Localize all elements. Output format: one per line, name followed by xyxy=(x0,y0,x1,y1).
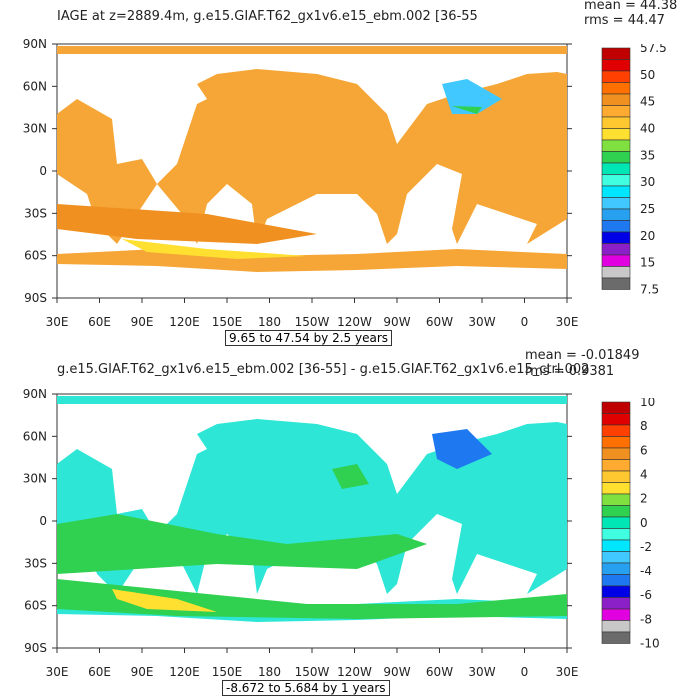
lon-tick-label: 90W xyxy=(383,665,410,679)
colorbar-label: 2 xyxy=(640,492,648,506)
colorbar-label: -8 xyxy=(640,612,652,626)
lat-tick-label: 30N xyxy=(23,122,47,136)
lon-tick-label: 30W xyxy=(468,315,495,329)
lon-tick-label: 120E xyxy=(169,315,200,329)
lon-tick-label: 60E xyxy=(88,665,111,679)
colorbar-swatch xyxy=(601,585,631,598)
colorbar-swatch xyxy=(601,493,631,506)
colorbar-swatch xyxy=(601,516,631,529)
top-map: 90N 60N 30N 0 30S 60S 90S 30E 60E 90E 120E 150E 180 1… xyxy=(23,37,579,329)
colorbar-swatch xyxy=(601,608,631,621)
bottom-rms: rms = 0.9381 xyxy=(525,364,615,379)
colorbar-swatch xyxy=(601,482,631,495)
colorbar-label: 0 xyxy=(640,516,648,530)
colorbar-swatch xyxy=(601,413,631,426)
lat-tick-label: 0 xyxy=(39,514,47,528)
colorbar-swatch xyxy=(601,459,631,472)
lon-tick-label: 0 xyxy=(521,315,529,329)
lon-tick-label: 90W xyxy=(383,315,410,329)
lat-tick-label: 60S xyxy=(24,249,47,263)
bottom-ocean-fill xyxy=(57,396,567,622)
top-ocean-fill xyxy=(57,46,567,272)
colorbar-label: 8 xyxy=(640,419,648,433)
colorbar-swatch xyxy=(601,277,631,290)
top-rms: rms = 44.47 xyxy=(584,13,665,28)
colorbar-label: -2 xyxy=(640,540,652,554)
colorbar-label: -10 xyxy=(640,637,660,651)
colorbar-label: 15 xyxy=(640,256,655,270)
top-title: IAGE at z=2889.4m, g.e15.GIAF.T62_gx1v6.… xyxy=(57,9,478,24)
colorbar-swatch xyxy=(601,597,631,610)
lon-tick-label: 0 xyxy=(521,665,529,679)
lon-tick-label: 120W xyxy=(337,665,372,679)
lat-tick-label: 30S xyxy=(24,206,47,220)
colorbar-label: 4 xyxy=(640,467,648,481)
lon-tick-label: 90E xyxy=(131,665,154,679)
top-colorbar: 57.5 50 45 40 35 30 25 20 15 7.5 xyxy=(601,44,667,297)
lat-tick-label: 60S xyxy=(24,599,47,613)
lon-tick-label: 120W xyxy=(337,315,372,329)
lon-tick-label: 30E xyxy=(46,315,69,329)
colorbar-swatch xyxy=(601,562,631,575)
top-mean: mean = 44.38 xyxy=(584,0,678,13)
colorbar-swatch xyxy=(601,436,631,449)
bottom-mean: mean = -0.01849 xyxy=(525,348,640,363)
colorbar-label: 7.5 xyxy=(640,283,659,297)
colorbar-label: 40 xyxy=(640,122,655,136)
colorbar-swatch xyxy=(601,528,631,541)
lon-tick-label: 60W xyxy=(426,665,453,679)
lon-tick-label: 180 xyxy=(258,665,281,679)
lon-tick-label: 150E xyxy=(212,315,243,329)
lon-tick-label: 150W xyxy=(295,665,330,679)
colorbar-label: 35 xyxy=(640,148,655,162)
colorbar-label: 25 xyxy=(640,202,655,216)
colorbar-label: 45 xyxy=(640,95,655,109)
lon-tick-label: 30E xyxy=(46,665,69,679)
colorbar-swatch xyxy=(601,620,631,633)
lon-tick-label: 30E xyxy=(556,315,579,329)
lon-tick-label: 150E xyxy=(212,665,243,679)
lat-tick-label: 60N xyxy=(23,79,47,93)
lat-tick-label: 90S xyxy=(24,641,47,655)
lon-tick-label: 30W xyxy=(468,665,495,679)
colorbar-swatch xyxy=(601,505,631,518)
colorbar-label: 6 xyxy=(640,443,648,457)
colorbar-label: 57.5 xyxy=(640,44,667,55)
top-range-label: 9.65 to 47.54 by 2.5 years xyxy=(225,330,393,346)
bottom-colorbar: 10 8 6 4 2 0 -2 -4 -6 -8 -10 xyxy=(601,398,660,651)
colorbar-swatch xyxy=(601,401,631,414)
lon-tick-label: 60W xyxy=(426,315,453,329)
colorbar-swatch xyxy=(601,470,631,483)
colorbar-label: 20 xyxy=(640,229,655,243)
colorbar-swatch xyxy=(601,631,631,644)
colorbar-swatch xyxy=(601,539,631,552)
lat-tick-label: 30S xyxy=(24,556,47,570)
colorbar-label: 30 xyxy=(640,175,655,189)
lon-tick-label: 60E xyxy=(88,315,111,329)
colorbar-label: -4 xyxy=(640,564,652,578)
colorbar-swatch xyxy=(601,574,631,587)
colorbar-label: 50 xyxy=(640,68,655,82)
lat-tick-label: 90N xyxy=(23,37,47,51)
lon-tick-label: 90E xyxy=(131,315,154,329)
bottom-title: g.e15.GIAF.T62_gx1v6.e15_ebm.002 [36-55]… xyxy=(57,362,590,377)
lat-tick-label: 30N xyxy=(23,472,47,486)
lon-tick-label: 150W xyxy=(295,315,330,329)
colorbar-swatch xyxy=(601,424,631,437)
lon-tick-label: 120E xyxy=(169,665,200,679)
lon-tick-label: 30E xyxy=(556,665,579,679)
colorbar-label: -6 xyxy=(640,588,652,602)
lon-tick-label: 180 xyxy=(258,315,281,329)
lat-tick-label: 0 xyxy=(39,164,47,178)
bottom-range-label: -8.672 to 5.684 by 1 years xyxy=(222,680,390,696)
lat-tick-label: 90N xyxy=(23,387,47,401)
lat-tick-label: 60N xyxy=(23,429,47,443)
lat-tick-label: 90S xyxy=(24,291,47,305)
colorbar-label: 10 xyxy=(640,398,655,409)
colorbar-swatch xyxy=(601,551,631,564)
colorbar-swatch xyxy=(601,447,631,460)
